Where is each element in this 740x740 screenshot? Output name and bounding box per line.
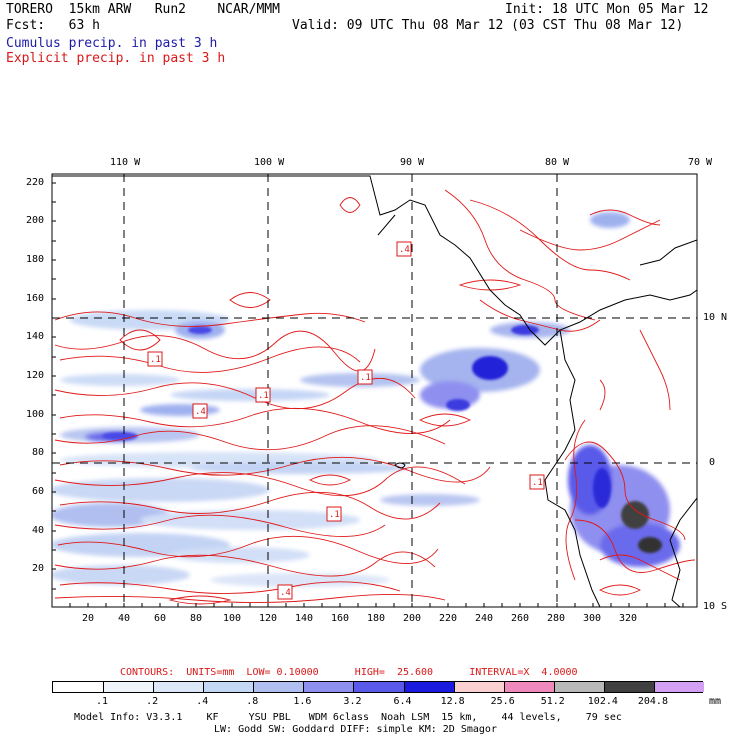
map-frame (51, 173, 698, 608)
contour-label: .4 (195, 407, 206, 417)
contours-info: CONTOURS: UNITS=mm LOW= 0.10000 HIGH= 25… (120, 667, 578, 678)
x-tick-label: 320 (619, 613, 638, 624)
explicit-label: Explicit precip. in past 3 h (6, 51, 226, 66)
legend-label: 51.2 (540, 696, 565, 707)
y-tick-label: 160 (26, 293, 45, 304)
axis-ticks (52, 182, 684, 607)
coastline (52, 175, 697, 607)
model-info: Model Info: V3.3.1 KF YSU PBL WDM 6class… (74, 712, 622, 723)
lon-label: 100 W (254, 157, 285, 168)
legend-swatch (553, 682, 604, 692)
lon-label: 90 W (400, 157, 425, 168)
x-tick-label: 140 (295, 613, 314, 624)
y-tick-label: 180 (26, 254, 45, 265)
legend-label: .1 (96, 696, 109, 707)
y-tick-label: 120 (26, 370, 45, 381)
model-physics: LW: Godd SW: Goddard DIFF: simple KM: 2D… (214, 724, 497, 735)
y-tick-label: 140 (26, 331, 45, 342)
y-tick-label: 20 (32, 563, 45, 574)
y-tick-label: 220 (26, 177, 45, 188)
legend-swatch (203, 682, 254, 692)
legend-label: 25.6 (490, 696, 515, 707)
contour-label-boxes (147, 241, 545, 600)
x-tick-label: 60 (154, 613, 167, 624)
legend-label: 204.8 (637, 696, 668, 707)
x-tick-label: 160 (331, 613, 350, 624)
legend-label: 102.4 (587, 696, 618, 707)
contour-label: .1 (329, 510, 340, 520)
legend-swatch (53, 682, 104, 692)
lat-label: 10 N (703, 312, 728, 323)
legend-swatch (403, 682, 454, 692)
legend-swatch (603, 682, 654, 692)
contour-label: .1 (150, 355, 161, 365)
legend-swatch (303, 682, 354, 692)
legend-swatch (253, 682, 304, 692)
lat-label: 10 S (703, 601, 728, 612)
y-tick-label: 100 (26, 409, 45, 420)
x-tick-label: 40 (118, 613, 131, 624)
lon-label: 110 W (110, 157, 141, 168)
legend-label: .4 (196, 696, 209, 707)
legend-unit: mm (709, 696, 722, 707)
x-tick-label: 300 (583, 613, 602, 624)
y-tick-label: 40 (32, 525, 45, 536)
y-tick-label: 80 (32, 447, 45, 458)
x-tick-label: 260 (511, 613, 530, 624)
legend-swatch (103, 682, 154, 692)
contour-label: .4 (280, 588, 291, 598)
x-tick-label: 200 (403, 613, 422, 624)
contour-label: .4 (399, 245, 410, 255)
legend-label: 3.2 (343, 696, 362, 707)
y-tick-label: 200 (26, 215, 45, 226)
contour-label: .1 (258, 391, 269, 401)
legend-label: .2 (146, 696, 159, 707)
lon-label: 80 W (545, 157, 570, 168)
x-tick-label: 100 (223, 613, 242, 624)
contour-label: .1 (532, 478, 543, 488)
legend-label: 1.6 (293, 696, 312, 707)
x-tick-label: 220 (439, 613, 458, 624)
y-tick-label: 60 (32, 486, 45, 497)
lon-label: 70 W (688, 157, 713, 168)
init-time: Init: 18 UTC Mon 05 Mar 12 (505, 2, 709, 17)
color-legend-bar (52, 681, 704, 693)
valid-time: Valid: 09 UTC Thu 08 Mar 12 (03 CST Thu … (292, 18, 684, 33)
lat-label: 0 (709, 457, 716, 468)
legend-label: .8 (246, 696, 259, 707)
cumulus-precip-area (52, 212, 680, 587)
run-title: TORERO 15km ARW Run2 NCAR/MMM (6, 2, 280, 17)
x-tick-label: 20 (82, 613, 95, 624)
legend-label: 6.4 (393, 696, 412, 707)
legend-label: 12.8 (440, 696, 465, 707)
x-tick-label: 120 (259, 613, 278, 624)
x-tick-label: 180 (367, 613, 386, 624)
legend-swatch (653, 682, 704, 692)
legend-swatch (453, 682, 504, 692)
legend-swatch (353, 682, 404, 692)
cumulus-label: Cumulus precip. in past 3 h (6, 36, 218, 51)
legend-swatch (153, 682, 204, 692)
forecast-hour: Fcst: 63 h (6, 18, 100, 33)
contour-label: .1 (360, 373, 371, 383)
x-tick-label: 80 (190, 613, 203, 624)
legend-swatch (503, 682, 554, 692)
x-tick-label: 240 (475, 613, 494, 624)
x-tick-label: 280 (547, 613, 566, 624)
